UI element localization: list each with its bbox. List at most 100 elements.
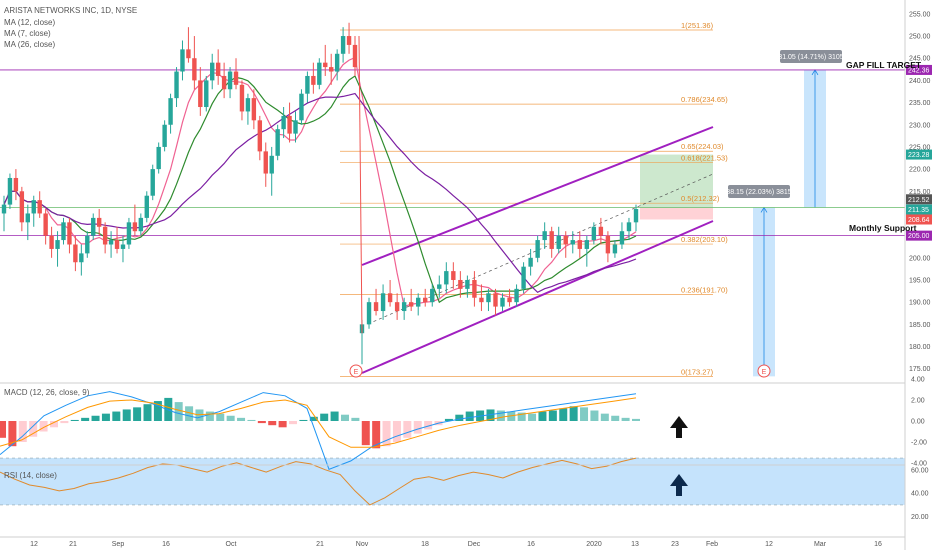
candle-body [514,288,519,303]
price-tick-label: 245.00 [909,56,931,63]
candle-body [168,98,173,125]
candle-body [563,235,568,245]
chart-title: ARISTA NETWORKS INC, 1D, NYSE [4,6,137,15]
fib-label: 0.618(221.53) [681,153,728,162]
candle-body [198,80,203,108]
candle-body [437,284,442,289]
macd-tick-label: 4.00 [911,377,925,384]
price-tick-label: 215.00 [909,189,931,196]
ma12-line [3,75,637,304]
x-tick-label: 21 [69,541,77,548]
candle-body [334,53,340,72]
price-tag-label: 212.52 [908,197,930,204]
candle-body [245,98,251,112]
earnings-marker-2[interactable] [757,364,771,378]
candle-body [25,213,30,223]
macd-bar [465,411,474,421]
macd-bar [611,415,620,421]
macd-bar [424,421,433,430]
earnings-marker-1[interactable] [349,364,363,378]
fib-label: 0.786(234.65) [681,95,728,104]
fib-label: 1(251.36) [681,21,714,30]
x-tick-label: 23 [671,541,679,548]
price-tag-label: 223.28 [908,152,930,159]
candle-body [55,240,60,249]
macd-bar [444,418,453,421]
candle-body [108,240,114,245]
candle-body [373,302,379,312]
candle-body [556,235,561,249]
candle-body [287,115,292,134]
legend-ma12: MA (12, close) [4,18,55,27]
candle-body [577,240,582,249]
macd-bar [517,412,526,421]
macd-bar [372,421,381,449]
macd-bar [153,401,162,421]
candle-body [67,222,72,245]
earnings-label-1: E [354,369,359,376]
candle-body [416,297,421,307]
x-tick-label: Dec [468,541,481,548]
macd-bar [382,421,391,447]
fib-label: 0.236(191.70) [681,286,728,295]
macd-line [0,391,637,470]
rsi-band [0,458,905,505]
candle-body [162,124,167,147]
candle-body [13,177,19,192]
macd-bar [8,421,17,447]
macd-bar [548,410,557,421]
candle-body [37,200,42,214]
candle-body [227,71,233,90]
candle-body [239,84,245,112]
macd-bar [590,410,599,421]
rsi-tick-label: 40.00 [911,491,929,498]
macd-bar [528,413,537,421]
candle-body [85,235,90,254]
candle-body [549,231,554,249]
price-tick-label: 185.00 [909,322,931,329]
candle-body [263,151,268,174]
candle-body [150,169,155,196]
candle-body [401,302,407,312]
macd-tick-label: -2.00 [911,440,927,447]
candle-body [584,240,590,249]
macd-bar [174,402,183,421]
measure-box-1 [780,50,842,63]
macd-bar [216,413,225,421]
candle-body [7,177,13,205]
gap-fill-label: GAP FILL TARGET [846,60,922,70]
rsi-panel-label: RSI (14, close) [4,471,57,480]
macd-tick-label: -4.00 [911,461,927,468]
price-tick-label: 180.00 [909,344,931,351]
macd-bar [257,421,266,424]
candle-body [102,226,108,245]
candle-body [79,253,84,263]
price-tick-label: 220.00 [909,167,931,174]
x-tick-label: Oct [226,541,237,548]
up-arrow-icon [670,474,688,496]
candle-body [96,217,102,227]
candle-body [91,217,96,236]
macd-bar [122,409,131,421]
candle-body [352,44,358,68]
macd-bar [205,411,214,421]
macd-bar [112,411,121,421]
x-tick-label: 12 [30,541,38,548]
macd-bar [268,421,277,426]
macd-bar [133,407,142,421]
x-tick-label: 12 [765,541,773,548]
price-tag [906,64,932,75]
candle-body [493,293,498,307]
macd-bar [309,416,318,421]
candle-body [380,293,386,312]
candle-body [605,235,611,254]
fib-label: 0.382(203.10) [681,235,728,244]
macd-bar [29,421,38,437]
price-tick-label: 195.00 [909,277,931,284]
price-tick-label: 230.00 [909,122,931,129]
channel-upper [361,126,714,266]
price-tag-label: 242.36 [908,67,930,74]
candle-body [180,49,185,72]
macd-tick-label: 2.00 [911,398,925,405]
macd-bar [81,417,90,421]
